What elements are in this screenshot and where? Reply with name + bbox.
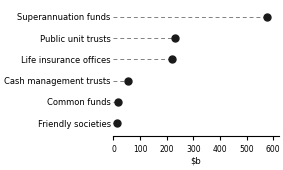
- Point: [126, 79, 130, 82]
- X-axis label: $b: $b: [191, 157, 201, 166]
- Point: [116, 101, 121, 103]
- Point: [170, 58, 174, 61]
- Point: [115, 122, 119, 125]
- Point: [172, 37, 177, 40]
- Point: [264, 16, 269, 18]
